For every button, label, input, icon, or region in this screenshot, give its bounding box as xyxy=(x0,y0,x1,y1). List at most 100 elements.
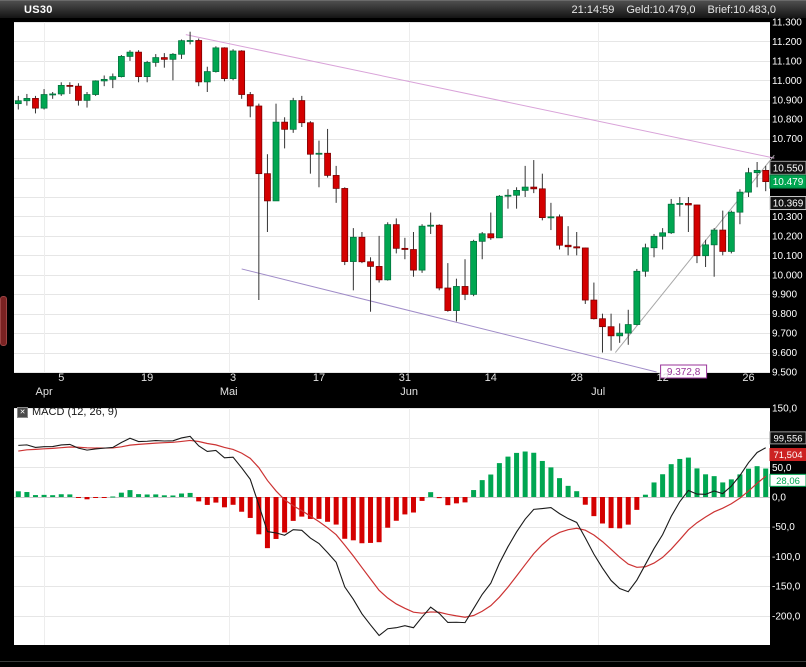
macd-histogram-bar xyxy=(763,468,769,497)
macd-histogram-bar xyxy=(118,492,124,497)
svg-text:9.372,8: 9.372,8 xyxy=(667,367,701,378)
macd-histogram-bar xyxy=(230,497,236,505)
macd-histogram-bar xyxy=(694,468,700,497)
macd-histogram-bar xyxy=(376,497,382,543)
macd-histogram-bar xyxy=(711,476,717,497)
price-badges: 10.550 10.479 10.369 xyxy=(769,160,806,211)
date-axis-label: 28 xyxy=(571,372,583,384)
svg-text:-200,0: -200,0 xyxy=(772,611,801,622)
price-chart[interactable]: 9.372,8 11.300 11.200 11.100 11.000 10.900 10.… xyxy=(0,18,806,403)
macd-histogram-bar xyxy=(273,497,279,539)
macd-histogram-bar xyxy=(488,474,494,497)
svg-text:11.300: 11.300 xyxy=(772,18,802,29)
candle xyxy=(564,226,572,256)
date-axis-label: Apr xyxy=(36,386,53,398)
upper-channel-line[interactable] xyxy=(185,34,775,159)
macd-histogram-bar xyxy=(282,497,288,533)
macd-histogram-bar xyxy=(634,497,640,510)
candle xyxy=(14,95,22,110)
window-bottom-divider xyxy=(0,661,806,662)
symbol-label: US30 xyxy=(24,3,53,16)
svg-text:10.800: 10.800 xyxy=(772,115,803,126)
macd-histogram-bar xyxy=(32,495,38,497)
macd-histogram-bar xyxy=(101,497,107,498)
macd-month-gridlines xyxy=(44,408,599,645)
macd-histogram-bar xyxy=(660,474,666,497)
candle xyxy=(100,75,108,87)
macd-histogram-bar xyxy=(642,494,648,497)
macd-histogram-bar xyxy=(522,451,528,497)
macd-histogram-bar xyxy=(728,479,734,497)
candle xyxy=(667,198,675,234)
candle xyxy=(160,53,168,68)
ask-label: Brief:10.483,0 xyxy=(707,3,777,16)
svg-text:-150,0: -150,0 xyxy=(772,582,801,593)
macd-histogram-bar xyxy=(582,497,588,505)
close-macd-button[interactable]: ✕ xyxy=(17,406,28,418)
candle xyxy=(736,189,744,225)
candle xyxy=(392,218,400,254)
macd-histogram-bar xyxy=(393,497,399,521)
macd-histogram-bar xyxy=(410,497,416,513)
macd-histogram-bar xyxy=(67,494,73,497)
candle xyxy=(23,93,31,106)
trendline-value-label: 9.372,8 xyxy=(660,364,708,379)
candle xyxy=(453,278,460,322)
svg-text:10.900: 10.900 xyxy=(772,95,803,106)
macd-value-badge: 99,556 xyxy=(769,431,806,444)
macd-histogram-bar xyxy=(685,457,691,497)
macd-histogram-bar xyxy=(677,458,683,497)
macd-histogram-bar xyxy=(505,456,511,497)
macd-panel[interactable]: 150,0100,050,00,0-50,0-100,0-150,0-200,0… xyxy=(0,403,806,667)
candle xyxy=(676,197,684,217)
candle xyxy=(246,92,254,118)
candle xyxy=(229,49,237,81)
macd-histogram-bar xyxy=(247,497,253,518)
macd-histogram-bar xyxy=(514,452,520,497)
macd-histogram-bar xyxy=(599,497,605,524)
candle xyxy=(745,167,752,197)
candle xyxy=(40,89,48,110)
macd-histogram-bar xyxy=(703,474,709,497)
candle xyxy=(693,204,701,264)
svg-text:11.000: 11.000 xyxy=(772,76,802,87)
candle xyxy=(599,313,606,353)
macd-signal-line xyxy=(18,439,767,618)
date-axis-label: 14 xyxy=(485,372,497,384)
macd-histogram-bar xyxy=(187,492,193,497)
macd-histogram xyxy=(15,451,769,549)
high-marker-badge: 10.550 xyxy=(769,160,806,175)
candle xyxy=(272,103,280,202)
svg-text:10.300: 10.300 xyxy=(772,212,803,223)
candle xyxy=(521,165,529,197)
candle xyxy=(143,60,151,83)
macd-histogram-bar xyxy=(368,497,374,543)
candle xyxy=(642,243,649,277)
bid-label: Geld:10.479,0 xyxy=(626,3,696,16)
date-axis-label: 26 xyxy=(742,372,754,384)
date-axis-label: 5 xyxy=(58,372,64,384)
candle xyxy=(169,53,177,81)
macd-histogram-bar xyxy=(608,497,614,529)
candle xyxy=(92,80,99,96)
price-axis-labels: 11.300 11.200 11.100 11.000 10.900 10.800 10.7… xyxy=(772,18,803,379)
candle xyxy=(332,165,340,203)
candle xyxy=(349,228,357,291)
candle xyxy=(702,239,709,267)
lower-channel-line[interactable] xyxy=(241,268,657,373)
svg-text:-50,0: -50,0 xyxy=(772,522,795,533)
candle xyxy=(83,92,91,108)
macd-histogram-bar xyxy=(531,452,537,497)
title-bar[interactable]: US30 21:14:59 Geld:10.479,0 Brief:10.483… xyxy=(0,0,806,18)
macd-histogram-bar xyxy=(479,480,485,497)
macd-histogram-bar xyxy=(213,497,219,503)
svg-text:9.500: 9.500 xyxy=(772,368,797,379)
svg-text:10.000: 10.000 xyxy=(772,270,803,281)
macd-histogram-bar xyxy=(127,490,133,497)
macd-histogram-bar xyxy=(316,497,322,519)
candle xyxy=(435,224,443,291)
macd-histogram-bar xyxy=(471,490,477,497)
date-axis-label: 19 xyxy=(141,372,153,384)
left-scroll-thumb[interactable] xyxy=(0,296,7,346)
histogram-value-badge: 28,06 xyxy=(769,473,806,487)
